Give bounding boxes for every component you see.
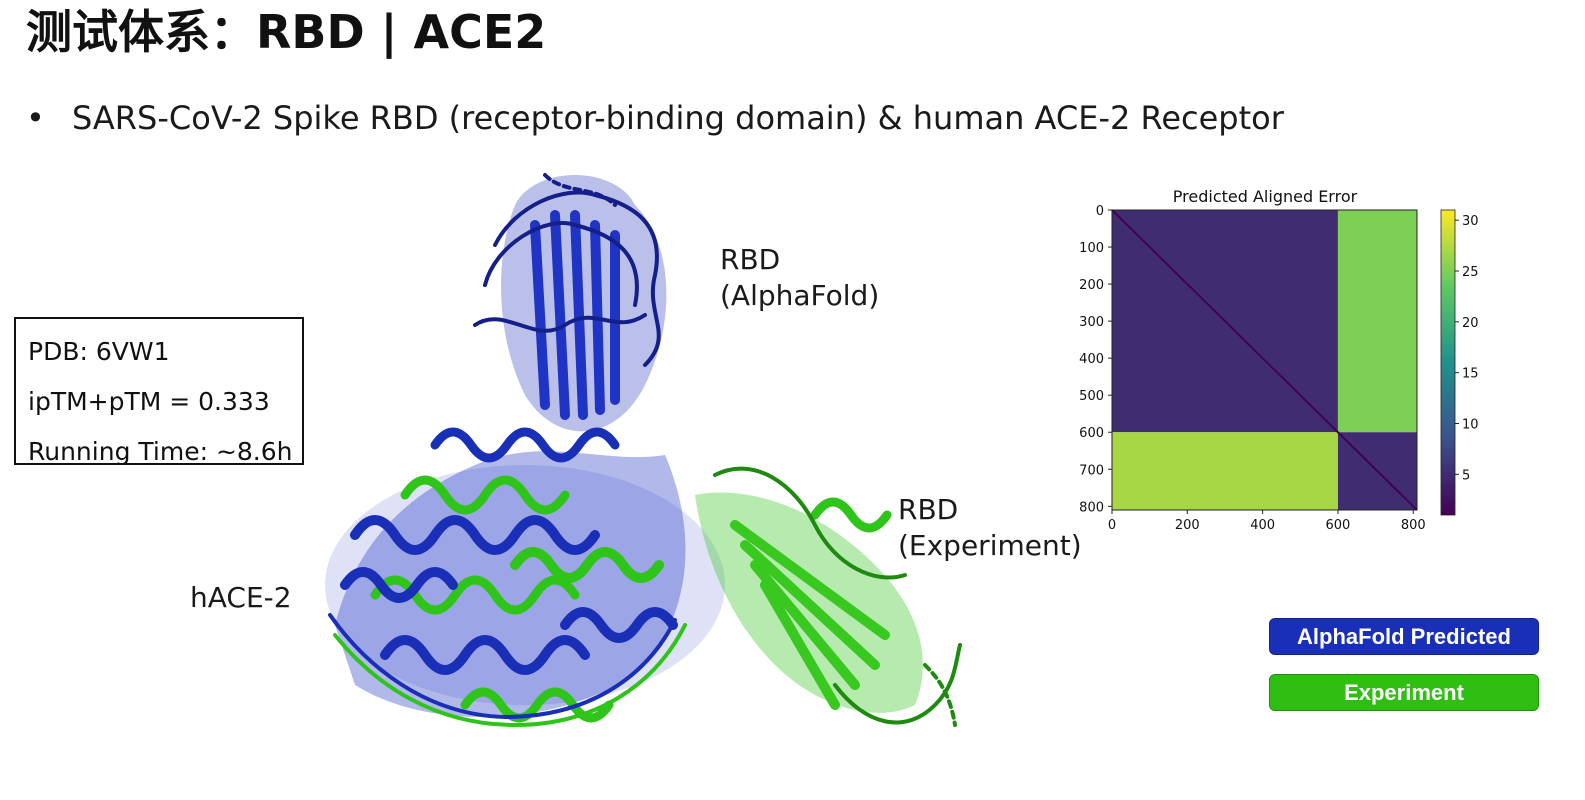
legend-alphafold-predicted: AlphaFold Predicted xyxy=(1269,618,1539,655)
protein-structure-image xyxy=(325,173,962,728)
running-time: Running Time: ~8.6h xyxy=(28,437,293,466)
label-hace2: hACE-2 xyxy=(190,581,292,614)
y-tick-label: 100 xyxy=(1079,241,1104,256)
y-tick-label: 200 xyxy=(1079,278,1104,293)
x-tick-label: 200 xyxy=(1175,518,1200,533)
label-rbd-alphafold-line1: RBD xyxy=(720,243,781,276)
y-tick-label: 600 xyxy=(1079,426,1104,441)
x-tick-label: 600 xyxy=(1326,518,1351,533)
chart-title: Predicted Aligned Error xyxy=(1173,187,1358,206)
slide-title: 测试体系：RBD | ACE2 xyxy=(26,5,547,59)
y-tick-label: 300 xyxy=(1079,315,1104,330)
info-box: PDB: 6VW1 ipTM+pTM = 0.333 Running Time:… xyxy=(14,317,304,466)
colorbar-tick-label: 25 xyxy=(1462,265,1479,280)
x-tick-label: 0 xyxy=(1108,518,1116,533)
y-tick-label: 400 xyxy=(1079,352,1104,367)
pdb-id: PDB: 6VW1 xyxy=(28,337,170,366)
x-tick-label: 400 xyxy=(1250,518,1275,533)
y-tick-label: 0 xyxy=(1096,204,1104,219)
x-tick-label: 800 xyxy=(1401,518,1426,533)
pae-heatmap-chart: Predicted Aligned Error 0 200 400 600 800 0 1… xyxy=(1079,187,1479,533)
bullet-text: SARS-CoV-2 Spike RBD (receptor-binding d… xyxy=(72,99,1284,137)
bullet-item: • SARS-CoV-2 Spike RBD (receptor-binding … xyxy=(26,96,1284,140)
heatmap-block-2 xyxy=(1112,432,1338,510)
heatmap-frame xyxy=(1111,209,1418,511)
colorbar-tick-label: 20 xyxy=(1462,316,1479,331)
label-rbd-alphafold: RBD (AlphaFold) xyxy=(720,242,879,314)
colorbar-tick-label: 30 xyxy=(1462,214,1479,229)
y-tick-label: 700 xyxy=(1079,463,1104,478)
y-tick-label: 500 xyxy=(1079,389,1104,404)
label-rbd-experiment-line1: RBD xyxy=(898,493,959,526)
label-rbd-experiment: RBD (Experiment) xyxy=(898,492,1082,564)
y-axis-ticks: 0 100 200 300 400 500 600 700 800 xyxy=(1079,204,1112,515)
confidence-score: ipTM+pTM = 0.333 xyxy=(28,387,270,416)
colorbar-tick-label: 15 xyxy=(1462,367,1479,382)
colorbar xyxy=(1440,209,1456,516)
colorbar-tick-label: 5 xyxy=(1462,468,1470,483)
legend-experiment: Experiment xyxy=(1269,674,1539,711)
heatmap-block-1 xyxy=(1337,210,1417,433)
rbd-experiment-domain xyxy=(695,466,962,727)
x-axis-ticks: 0 200 400 600 800 xyxy=(1108,510,1426,533)
colorbar-ticks: 30 25 20 15 10 5 xyxy=(1455,214,1479,483)
ace2-domain xyxy=(325,427,725,728)
y-tick-label: 800 xyxy=(1079,500,1104,515)
label-rbd-alphafold-line2: (AlphaFold) xyxy=(720,279,880,312)
heatmap-cells xyxy=(1111,209,1418,511)
bullet-marker: • xyxy=(26,99,45,137)
rbd-alphafold-domain xyxy=(473,173,667,432)
heatmap-diagonal xyxy=(1111,209,1418,511)
label-rbd-experiment-line2: (Experiment) xyxy=(898,529,1082,562)
colorbar-tick-label: 10 xyxy=(1462,418,1479,433)
